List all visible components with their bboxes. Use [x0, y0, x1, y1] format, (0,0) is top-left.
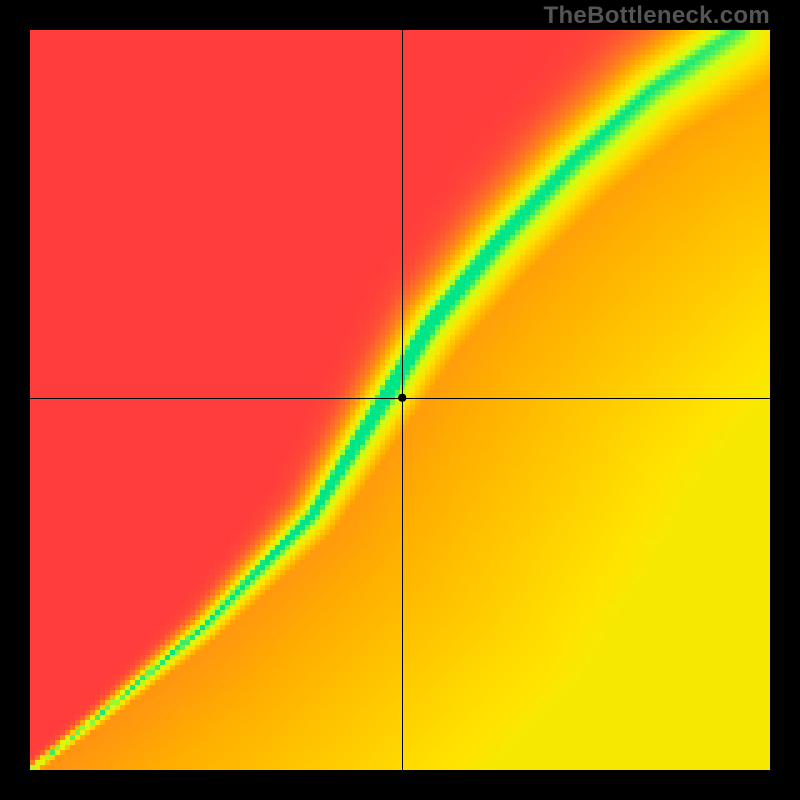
- heatmap-canvas: [30, 30, 770, 770]
- outer-frame: TheBottleneck.com: [0, 0, 800, 800]
- watermark-label: TheBottleneck.com: [544, 2, 770, 30]
- plot-area: [30, 30, 770, 770]
